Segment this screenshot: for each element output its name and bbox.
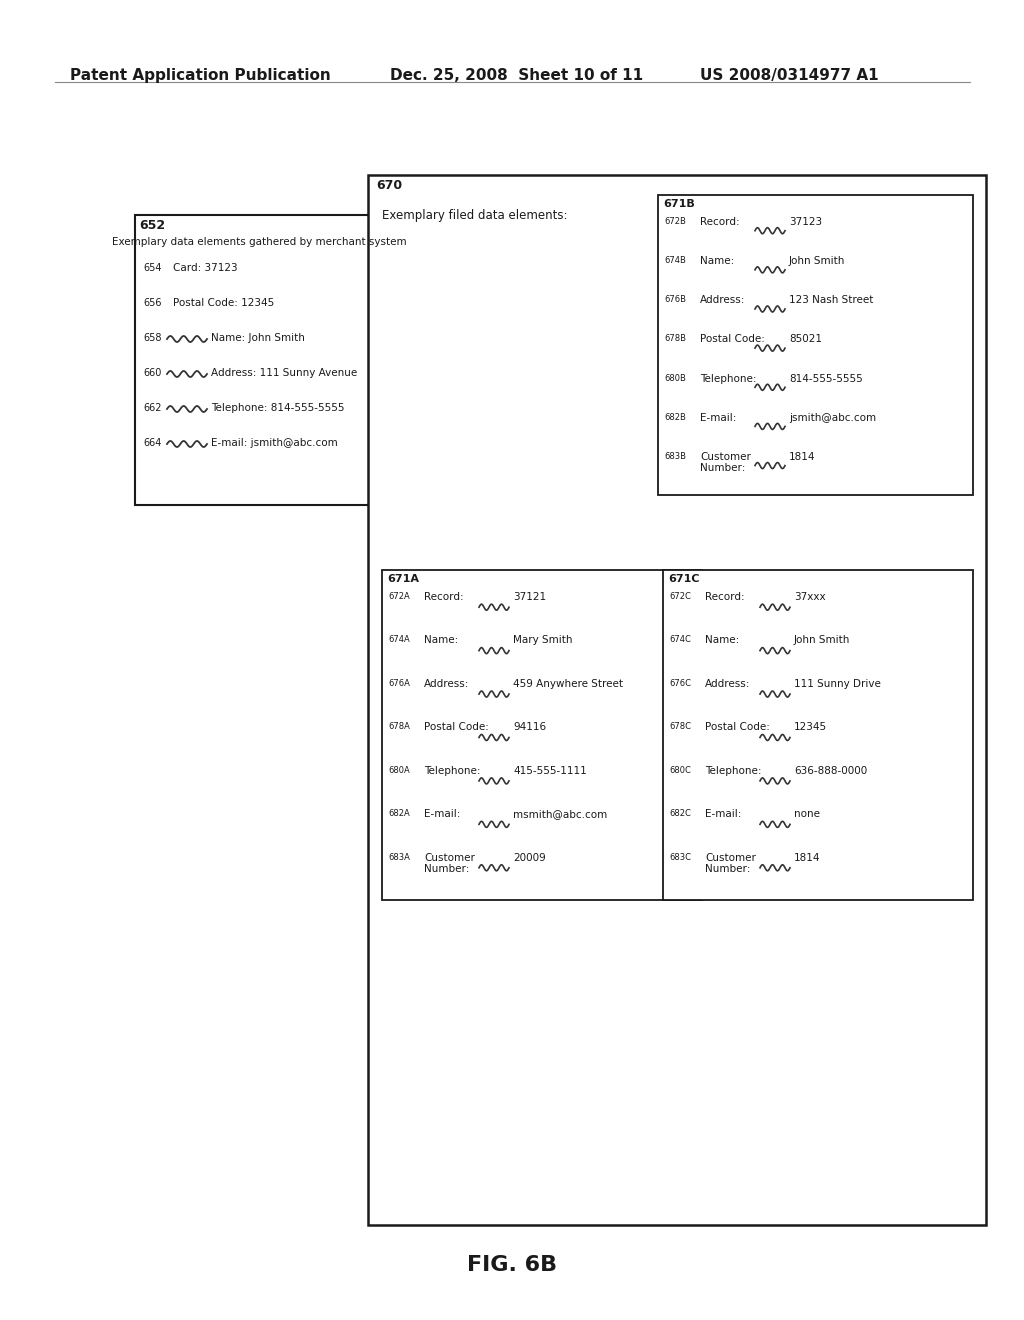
Text: Record:: Record:	[424, 591, 464, 602]
Text: E-mail:: E-mail:	[424, 809, 461, 820]
Text: Customer
Number:: Customer Number:	[700, 451, 751, 474]
Text: 37121: 37121	[513, 591, 546, 602]
Text: 664: 664	[143, 438, 162, 447]
Text: 672C: 672C	[669, 591, 691, 601]
Text: 671A: 671A	[387, 574, 419, 583]
Text: Postal Code:: Postal Code:	[705, 722, 770, 733]
Text: 20009: 20009	[513, 853, 546, 862]
Text: 671C: 671C	[668, 574, 699, 583]
Text: 658: 658	[143, 333, 162, 343]
Text: 672A: 672A	[388, 591, 410, 601]
Text: Address: 111 Sunny Avenue: Address: 111 Sunny Avenue	[211, 368, 357, 378]
Text: John Smith: John Smith	[790, 256, 846, 267]
Text: 670: 670	[376, 180, 402, 191]
Text: John Smith: John Smith	[794, 635, 850, 645]
Text: 12345: 12345	[794, 722, 827, 733]
Text: Telephone:: Telephone:	[700, 374, 757, 384]
Text: 37xxx: 37xxx	[794, 591, 825, 602]
Text: Postal Code: 12345: Postal Code: 12345	[173, 298, 274, 308]
Text: US 2008/0314977 A1: US 2008/0314977 A1	[700, 69, 879, 83]
Text: Patent Application Publication: Patent Application Publication	[70, 69, 331, 83]
Text: Name:: Name:	[705, 635, 739, 645]
Text: 674C: 674C	[669, 635, 691, 644]
Text: 814-555-5555: 814-555-5555	[790, 374, 863, 384]
Text: Address:: Address:	[705, 678, 751, 689]
Text: 1814: 1814	[790, 451, 815, 462]
Text: 674B: 674B	[664, 256, 686, 265]
Text: jsmith@abc.com: jsmith@abc.com	[790, 413, 877, 422]
FancyBboxPatch shape	[368, 176, 986, 1225]
Text: 683B: 683B	[664, 451, 686, 461]
Text: 111 Sunny Drive: 111 Sunny Drive	[794, 678, 881, 689]
Text: 636-888-0000: 636-888-0000	[794, 766, 867, 776]
Text: 678C: 678C	[669, 722, 691, 731]
Text: Telephone: 814-555-5555: Telephone: 814-555-5555	[211, 403, 344, 413]
Text: 676C: 676C	[669, 678, 691, 688]
Text: 671B: 671B	[663, 199, 694, 209]
Text: 654: 654	[143, 263, 162, 273]
Text: 459 Anywhere Street: 459 Anywhere Street	[513, 678, 623, 689]
Text: 680B: 680B	[664, 374, 686, 383]
Text: 680C: 680C	[669, 766, 691, 775]
Text: Address:: Address:	[700, 296, 745, 305]
Text: none: none	[794, 809, 820, 820]
Text: 683C: 683C	[669, 853, 691, 862]
Text: 85021: 85021	[790, 334, 822, 345]
Text: 1814: 1814	[794, 853, 820, 862]
Text: msmith@abc.com: msmith@abc.com	[513, 809, 607, 820]
FancyBboxPatch shape	[135, 215, 383, 506]
Text: Customer
Number:: Customer Number:	[705, 853, 756, 874]
Text: E-mail: jsmith@abc.com: E-mail: jsmith@abc.com	[211, 438, 338, 447]
Text: 676B: 676B	[664, 296, 686, 305]
Text: 660: 660	[143, 368, 162, 378]
Text: 682A: 682A	[388, 809, 410, 818]
Text: Name: John Smith: Name: John Smith	[211, 333, 305, 343]
Text: 682C: 682C	[669, 809, 691, 818]
Text: Address:: Address:	[424, 678, 469, 689]
Text: Exemplary data elements gathered by merchant system: Exemplary data elements gathered by merc…	[112, 238, 407, 247]
Text: E-mail:: E-mail:	[700, 413, 736, 422]
Text: FIG. 6B: FIG. 6B	[467, 1255, 557, 1275]
Text: Card: 37123: Card: 37123	[173, 263, 238, 273]
Text: 674A: 674A	[388, 635, 410, 644]
Text: 672B: 672B	[664, 216, 686, 226]
Text: 680A: 680A	[388, 766, 410, 775]
Text: Postal Code:: Postal Code:	[424, 722, 488, 733]
FancyBboxPatch shape	[382, 570, 702, 900]
Text: Record:: Record:	[700, 216, 739, 227]
Text: E-mail:: E-mail:	[705, 809, 741, 820]
Text: Mary Smith: Mary Smith	[513, 635, 572, 645]
Text: 662: 662	[143, 403, 162, 413]
FancyBboxPatch shape	[663, 570, 973, 900]
Text: Dec. 25, 2008  Sheet 10 of 11: Dec. 25, 2008 Sheet 10 of 11	[390, 69, 643, 83]
Text: Exemplary filed data elements:: Exemplary filed data elements:	[382, 209, 567, 222]
Text: 123 Nash Street: 123 Nash Street	[790, 296, 873, 305]
Text: 37123: 37123	[790, 216, 822, 227]
Text: 678A: 678A	[388, 722, 410, 731]
Text: Telephone:: Telephone:	[705, 766, 762, 776]
Text: 678B: 678B	[664, 334, 686, 343]
Text: 676A: 676A	[388, 678, 410, 688]
Text: 683A: 683A	[388, 853, 410, 862]
Text: Telephone:: Telephone:	[424, 766, 480, 776]
Text: Customer
Number:: Customer Number:	[424, 853, 475, 874]
Text: 415-555-1111: 415-555-1111	[513, 766, 587, 776]
Text: 656: 656	[143, 298, 162, 308]
Text: Postal Code:: Postal Code:	[700, 334, 765, 345]
Text: Name:: Name:	[424, 635, 459, 645]
FancyBboxPatch shape	[658, 195, 973, 495]
Text: Name:: Name:	[700, 256, 734, 267]
Text: 682B: 682B	[664, 413, 686, 421]
Text: 652: 652	[139, 219, 165, 232]
Text: Record:: Record:	[705, 591, 744, 602]
Text: 94116: 94116	[513, 722, 546, 733]
